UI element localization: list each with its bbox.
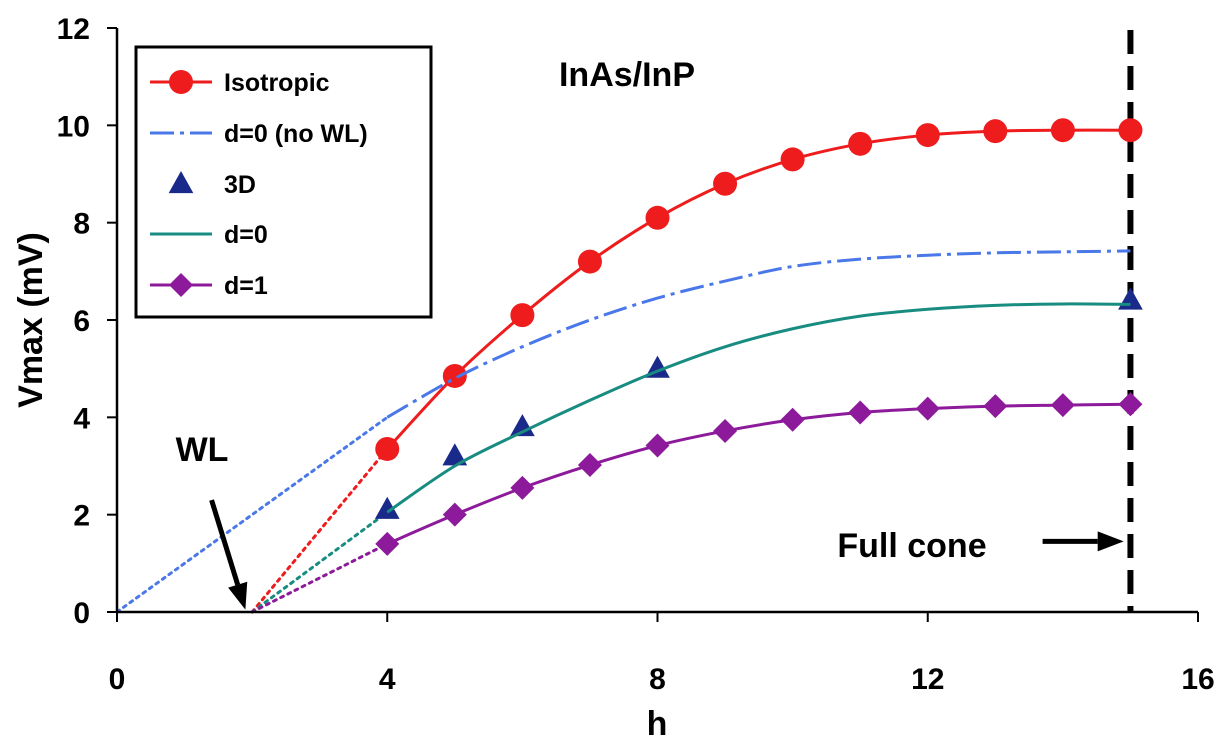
series-isotropic-point — [1050, 118, 1075, 143]
series-isotropic-point — [1118, 118, 1143, 143]
series-d1-point — [1118, 392, 1143, 417]
series-d0-line — [386, 302, 1131, 514]
series-3d-point — [510, 414, 535, 437]
series-d1-line — [386, 402, 1131, 546]
series-d1-point — [983, 394, 1008, 419]
y-tick-label: 2 — [73, 500, 90, 533]
y-tick-label: 10 — [57, 110, 90, 143]
series-d1 — [375, 392, 1143, 556]
series-isotropic-point — [645, 205, 670, 230]
series-d1-point — [848, 400, 873, 425]
legend-sample-isotropic-marker — [169, 70, 193, 94]
legend-sample-d1-marker — [169, 273, 193, 297]
x-axis-title: h — [647, 705, 668, 743]
series-isotropic-point — [510, 303, 535, 328]
series-isotropic-point — [915, 123, 940, 148]
full-cone-arrow-head — [1097, 531, 1124, 552]
y-tick-label: 6 — [73, 305, 90, 338]
series-3d — [374, 287, 1143, 519]
legend-label-no-wl: d=0 (no WL) — [224, 120, 368, 148]
series-no-wl-line — [386, 249, 1131, 419]
axis-ticks: 0 4 8 12 16 0 2 4 6 8 10 12 — [57, 13, 1215, 696]
annotation-full-cone: Full cone — [837, 527, 986, 565]
series-d1-point — [645, 433, 670, 458]
series-isotropic — [375, 118, 1143, 461]
wl-arrow-head — [228, 581, 248, 610]
y-tick-label: 8 — [73, 208, 90, 241]
series-d1-point — [577, 453, 602, 478]
x-tick-label: 0 — [109, 663, 126, 696]
legend-samples — [150, 70, 212, 297]
legend: Isotropic d=0 (no WL) 3D d=0 d=1 — [134, 45, 433, 319]
series-d1-point — [1050, 393, 1075, 418]
series-isotropic-point — [375, 436, 400, 461]
legend-label-3d: 3D — [224, 171, 256, 199]
series-3d-point — [442, 443, 468, 466]
extrapolation-line — [250, 542, 389, 614]
legend-label-d1: d=1 — [224, 272, 268, 300]
extrapolation-line — [250, 510, 389, 614]
x-tick-label: 4 — [379, 663, 396, 696]
series-d1-point — [510, 475, 535, 500]
extrapolation-line — [115, 415, 389, 614]
series-isotropic-point — [848, 131, 873, 156]
x-tick-label: 8 — [649, 663, 666, 696]
series-d1-point — [375, 531, 400, 556]
series-isotropic-point — [577, 249, 602, 274]
wl-arrow-shaft — [209, 499, 241, 586]
x-tick-label: 12 — [911, 663, 944, 696]
annotation-wl: WL — [176, 431, 229, 469]
legend-label-isotropic: Isotropic — [224, 69, 330, 97]
x-tick-label: 16 — [1181, 663, 1214, 696]
series-isotropic-point — [983, 119, 1008, 144]
series-isotropic-line — [386, 128, 1131, 450]
series-d1-point — [915, 396, 940, 421]
series-d1-point — [442, 502, 467, 527]
series-isotropic-point — [713, 171, 738, 196]
plot-area — [115, 30, 1143, 614]
chart-title: InAs/InP — [559, 56, 695, 94]
y-tick-label: 12 — [57, 13, 90, 46]
series-d1-point — [713, 418, 738, 443]
series-no-wl — [386, 249, 1131, 419]
legend-label-d0: d=0 — [224, 221, 268, 249]
series-isotropic-point — [442, 363, 467, 388]
y-axis-title: Vmax (mV) — [12, 232, 50, 408]
legend-sample-3d-marker — [168, 171, 194, 194]
extrapolation-line — [250, 447, 389, 614]
series-3d-point — [1118, 287, 1143, 310]
series-d0 — [386, 302, 1131, 514]
series-d1-point — [780, 407, 805, 432]
y-tick-label: 0 — [73, 597, 90, 630]
y-tick-label: 4 — [73, 402, 90, 435]
annotation-arrows — [209, 499, 1124, 610]
series-3d-point — [374, 496, 400, 519]
series-isotropic-point — [780, 147, 805, 172]
